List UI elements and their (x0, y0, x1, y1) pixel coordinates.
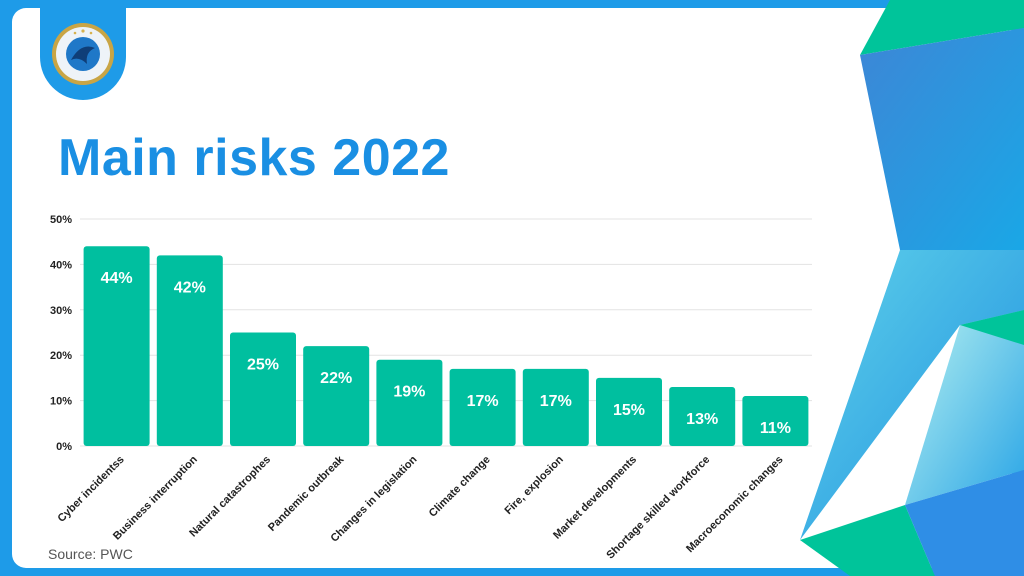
bar-value-label: 22% (320, 370, 352, 387)
bar (596, 377, 662, 446)
bar-value-label: 15% (613, 402, 645, 419)
x-tick-label: Changes in legislation (328, 453, 419, 544)
source-note: Source: PWC (48, 546, 133, 562)
bar-value-label: 17% (540, 393, 572, 410)
x-tick-label: Business interruption (111, 453, 200, 542)
bar-value-label: 42% (174, 279, 206, 296)
bar (83, 246, 150, 446)
x-tick-label: Market developments (551, 454, 639, 542)
bar-value-label: 17% (467, 393, 499, 410)
x-tick-label: Natural catastrophes (187, 454, 273, 540)
bar (376, 359, 443, 446)
y-tick-label: 40% (50, 259, 72, 271)
x-tick-label: Climate change (427, 454, 493, 520)
bar (522, 368, 589, 446)
bar-value-label: 19% (393, 384, 425, 401)
bar (230, 332, 296, 446)
bar (156, 255, 223, 446)
bar-value-label: 11% (760, 420, 791, 437)
x-tick-label: Cyber incidentss (56, 454, 127, 525)
x-tick-label: Pandemic outbreak (266, 453, 347, 534)
y-tick-label: 30% (50, 305, 72, 317)
y-tick-label: 10% (50, 396, 72, 408)
bar (742, 396, 809, 446)
bar-value-label: 25% (247, 357, 279, 374)
bar (669, 386, 736, 446)
bar (303, 346, 370, 446)
bar-value-label: 44% (101, 270, 133, 287)
bar (449, 368, 516, 446)
bar-value-label: 13% (686, 411, 718, 428)
y-tick-label: 50% (50, 214, 72, 226)
y-tick-label: 0% (56, 441, 72, 453)
y-tick-label: 20% (50, 350, 72, 362)
certification-seal-logo (52, 23, 114, 85)
page-title: Main risks 2022 (58, 129, 450, 187)
x-tick-label: Fire, explosion (503, 453, 567, 517)
